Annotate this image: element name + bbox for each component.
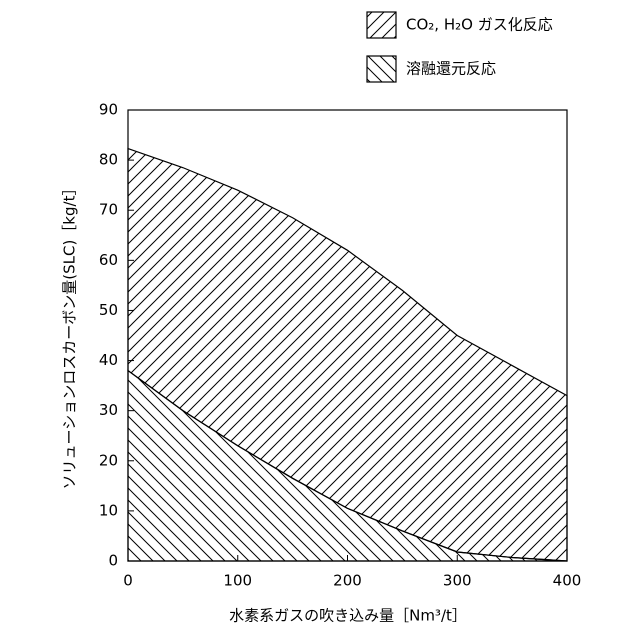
legend-label: 溶融還元反応 [406,60,496,78]
x-tick-label: 100 [223,572,252,590]
y-tick-label: 40 [99,351,118,369]
legend-swatch [367,56,396,82]
y-tick-label: 70 [99,201,118,219]
y-tick-label: 20 [99,451,118,469]
x-tick-label: 300 [443,572,472,590]
y-tick-label: 0 [108,552,118,570]
y-tick-label: 50 [99,301,118,319]
y-tick-label: 30 [99,401,118,419]
y-tick-label: 80 [99,151,118,169]
legend-swatch [367,12,396,38]
x-axis-label: 水素系ガスの吹き込み量［Nm³/t］ [229,607,467,625]
y-tick-label: 10 [99,501,118,519]
x-tick-label: 400 [553,572,582,590]
y-tick-label: 60 [99,251,118,269]
x-tick-label: 0 [123,572,133,590]
x-tick-label: 200 [333,572,362,590]
y-axis-label: ソリューションロスカーボン量(SLC)［kg/t］ [61,181,79,490]
legend-label: CO₂, H₂O ガス化反応 [406,16,553,34]
y-tick-label: 90 [99,101,118,119]
chart: ソリューションロスカーボン量(SLC)［kg/t］ 水素系ガスの吹き込み量［Nm… [0,0,640,640]
